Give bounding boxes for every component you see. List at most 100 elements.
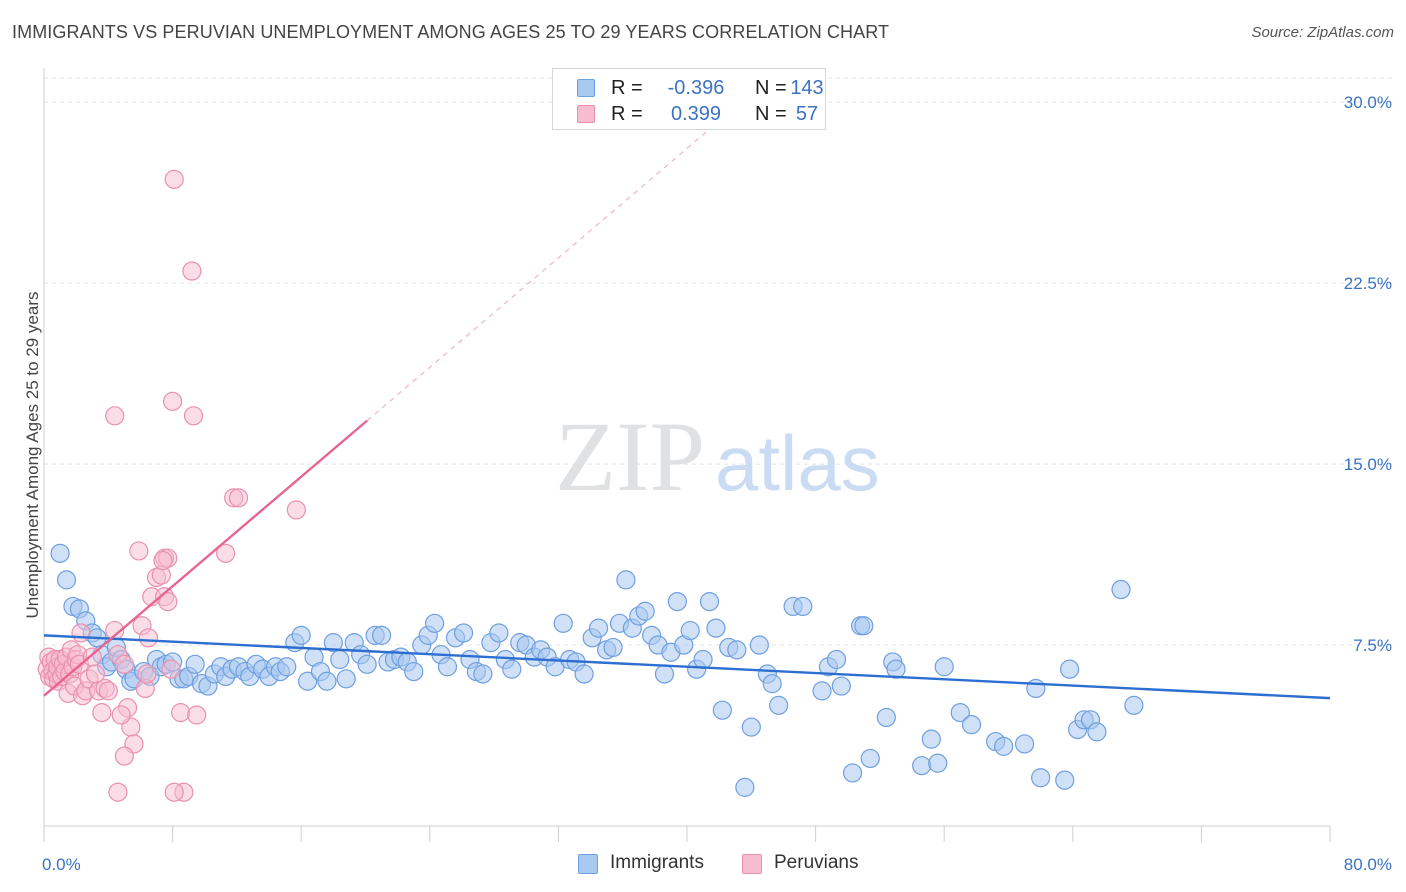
immigrant-point <box>961 715 982 735</box>
immigrant-point <box>712 700 732 720</box>
immigrant-point <box>404 661 424 682</box>
immigrant-point <box>453 623 474 643</box>
immigrant-point <box>921 729 941 749</box>
legend-label-peruvians: Peruvians <box>774 852 859 873</box>
n-value: 57 <box>795 103 819 125</box>
immigrant-point <box>635 601 655 621</box>
data-points <box>37 169 1144 802</box>
immigrant-point <box>994 736 1014 756</box>
immigrant-point <box>489 623 509 643</box>
immigrant-point <box>1031 768 1051 788</box>
immigrant-point <box>735 777 755 797</box>
r-label: R = <box>611 77 643 99</box>
immigrant-point <box>277 657 297 677</box>
immigrant-point <box>842 763 863 783</box>
immigrant-point <box>1087 722 1107 742</box>
immigrant-point <box>667 591 687 612</box>
x-tick-label: 0.0% <box>42 855 81 874</box>
peruvian-point <box>137 664 157 684</box>
peruvian-point <box>164 782 184 802</box>
peruvian-point <box>129 541 149 561</box>
immigrant-point <box>912 756 932 776</box>
peruvian-point <box>182 261 202 281</box>
immigrant-point <box>1124 695 1144 715</box>
peruvian-point <box>98 681 118 701</box>
legend-swatch-peruvians <box>742 854 762 874</box>
immigrant-point <box>323 633 343 653</box>
y-axis-label: Unemployment Among Ages 25 to 29 years <box>23 292 42 619</box>
immigrant-point <box>291 625 311 645</box>
immigrant-point <box>886 659 906 679</box>
source-label: Source: ZipAtlas.com <box>1251 24 1394 41</box>
peruvian-point <box>114 654 134 674</box>
immigrant-point <box>1026 678 1046 699</box>
immigrant-point <box>654 664 675 684</box>
immigrant-point <box>473 664 493 684</box>
legend-label-immigrants: Immigrants <box>610 852 704 873</box>
r-value: -0.396 <box>667 77 725 99</box>
peruvian-point <box>114 746 134 766</box>
chart-title: IMMIGRANTS VS PERUVIAN UNEMPLOYMENT AMON… <box>12 22 890 42</box>
grid-lines <box>44 77 1392 646</box>
watermark-zip: ZIP <box>555 401 705 512</box>
watermark-atlas: atlas <box>715 419 880 507</box>
immigrant-point <box>588 618 609 638</box>
y-tick-label: 30.0% <box>1344 93 1392 112</box>
immigrant-point <box>826 649 847 670</box>
peruvian-point <box>216 543 236 563</box>
x-tick-label: 80.0% <box>1344 855 1392 874</box>
y-tick-label: 7.5% <box>1353 636 1392 655</box>
peruvian-point <box>163 391 183 411</box>
immigrant-point <box>298 671 318 691</box>
immigrant-point <box>727 640 747 660</box>
y-tick-label: 15.0% <box>1344 455 1392 474</box>
peruvian-point <box>286 500 306 520</box>
immigrant-point <box>769 695 789 715</box>
n-label: N = <box>755 77 787 99</box>
peruvian-point <box>158 591 178 612</box>
tick-labels: 7.5% 15.0% 22.5% 30.0% 0.0% 80.0% <box>42 93 1392 874</box>
legend-swatch-immigrants <box>578 854 598 874</box>
immigrant-point <box>854 616 874 636</box>
immigrant-point <box>371 625 392 645</box>
immigrant-point <box>876 707 896 728</box>
immigrant-point <box>336 669 356 689</box>
trend-lines <box>43 72 1331 700</box>
immigrant-point <box>928 753 948 773</box>
peruvian-point <box>105 406 125 426</box>
immigrant-point <box>357 654 377 674</box>
immigrant-point <box>574 664 594 684</box>
axes <box>43 68 1331 842</box>
r-label: R = <box>611 103 643 125</box>
immigrant-point <box>860 748 880 769</box>
immigrant-point <box>502 659 522 679</box>
immigrant-point <box>1055 770 1075 790</box>
immigrant-point <box>317 671 337 691</box>
immigrant-point <box>693 649 713 670</box>
immigrant-point <box>330 649 350 670</box>
immigrant-point <box>680 620 700 641</box>
immigrant-point <box>793 596 813 617</box>
immigrant-point <box>1014 734 1035 754</box>
peruvians-trend-line <box>43 419 368 697</box>
immigrant-point <box>1059 659 1080 679</box>
peruvian-point <box>171 702 191 723</box>
r-value: 0.399 <box>670 103 722 125</box>
immigrant-point <box>56 570 77 590</box>
peruvian-point <box>111 705 131 725</box>
immigrant-point <box>425 613 445 633</box>
correlation-legend: R = -0.396 N = 143 R = 0.399 N = 57 <box>552 68 826 130</box>
n-value: 143 <box>790 77 824 99</box>
immigrant-point <box>699 591 720 612</box>
immigrant-point <box>934 657 954 677</box>
immigrant-point <box>616 570 636 590</box>
peruvian-point <box>228 488 249 508</box>
n-label: N = <box>755 103 787 125</box>
y-tick-label: 22.5% <box>1344 274 1392 293</box>
immigrant-point <box>1111 579 1131 600</box>
immigrant-point <box>741 717 761 737</box>
immigrants-trend-line <box>43 634 1331 700</box>
legend-swatch-immigrants <box>577 79 595 97</box>
peruvian-point <box>161 659 181 679</box>
